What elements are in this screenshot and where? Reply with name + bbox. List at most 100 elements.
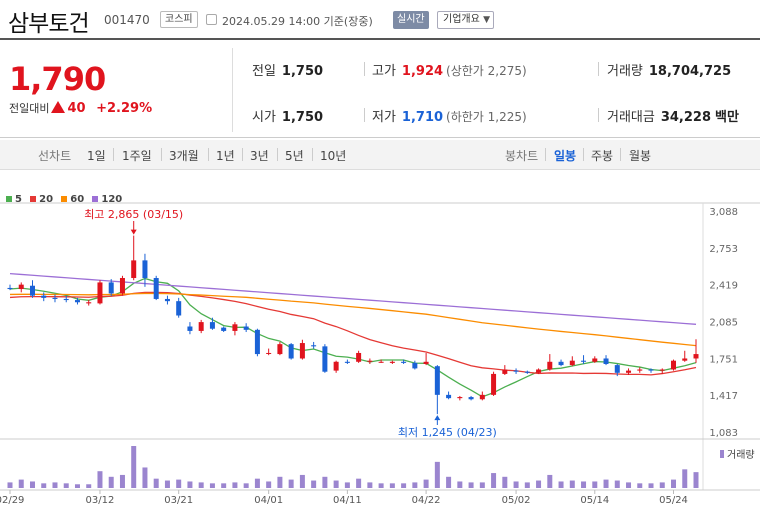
quote-timestamp: 2024.05.29 14:00 기준(장중) xyxy=(222,15,373,28)
volume-bar xyxy=(176,479,182,488)
candle-body xyxy=(7,287,13,290)
tab-3m[interactable]: 3개월 xyxy=(169,149,199,163)
volume-bar xyxy=(378,483,384,488)
candle-body xyxy=(153,278,159,299)
candle-body xyxy=(176,301,182,316)
volume-bar xyxy=(468,482,474,488)
volume-bar xyxy=(513,481,519,488)
candle-body xyxy=(659,369,665,371)
amount-label: 거래대금 xyxy=(607,110,655,125)
price-change: 전일대비 40 +2.29% xyxy=(9,100,152,116)
volume-bar xyxy=(434,461,440,488)
chart-period-tabs: 선차트 1일 1주일 3개월 1년 3년 5년 10년 봉차트 일봉 주봉 월봉 xyxy=(0,140,760,170)
x-tick-label: 03/12 xyxy=(86,495,115,506)
volume-legend-swatch xyxy=(720,450,724,458)
candle-body xyxy=(333,361,339,371)
volume-bar xyxy=(389,483,395,488)
high-price: 고가 1,924 (상한가 2,275) xyxy=(372,60,527,79)
volume: 거래량 18,704,725 xyxy=(607,60,731,79)
volume-bar xyxy=(333,480,339,488)
candle-chart-label: 봉차트 xyxy=(505,149,539,163)
candle-body xyxy=(356,352,362,362)
volume-bar xyxy=(479,482,485,488)
volume-bar xyxy=(142,467,148,488)
x-tick-label: 03/21 xyxy=(164,495,193,506)
high-annotation: 최고 2,865 (03/15) xyxy=(84,208,183,221)
candle-body xyxy=(547,361,553,370)
candle-body xyxy=(221,327,227,331)
realtime-button[interactable]: 실시간 xyxy=(393,11,429,29)
low-value: 1,710 xyxy=(401,110,444,125)
volume-bar xyxy=(547,474,553,488)
tab-monthly[interactable]: 월봉 xyxy=(629,149,652,163)
candle-body xyxy=(614,365,620,373)
current-price: 1,790 xyxy=(9,60,106,98)
candle-body xyxy=(648,369,654,371)
volume-bar xyxy=(131,446,137,488)
x-tick-label: 04/22 xyxy=(412,495,441,506)
candle-body xyxy=(513,370,519,372)
volume-bar xyxy=(187,481,193,488)
prev-close-label: 전일 xyxy=(252,64,276,79)
tab-daily[interactable]: 일봉 xyxy=(554,149,577,163)
tab-1w[interactable]: 1주일 xyxy=(122,149,152,163)
candle-body xyxy=(446,394,452,399)
open-label: 시가 xyxy=(252,110,276,125)
candle-body xyxy=(423,361,429,364)
volume-label: 거래량 xyxy=(607,64,643,79)
candle-body xyxy=(108,282,114,294)
divider xyxy=(232,48,233,132)
candle-body xyxy=(311,345,317,347)
y-tick-label: 2,419 xyxy=(709,281,738,292)
y-tick-label: 1,083 xyxy=(709,428,738,439)
volume-bar xyxy=(86,484,92,488)
candle-body xyxy=(693,354,699,359)
volume-bar xyxy=(288,479,294,488)
volume-bar xyxy=(232,482,238,488)
candle-body xyxy=(41,295,47,298)
volume-bar xyxy=(311,480,317,488)
candle-body xyxy=(569,360,575,366)
volume-bar xyxy=(108,476,114,488)
candle-body xyxy=(671,360,677,370)
candle-body xyxy=(52,297,58,299)
candle-body xyxy=(18,284,24,290)
candle-body xyxy=(299,343,305,359)
tab-1d[interactable]: 1일 xyxy=(87,149,106,163)
line-chart-label: 선차트 xyxy=(38,149,72,163)
candle-body xyxy=(29,285,35,296)
volume-bar xyxy=(603,479,609,488)
tab-10y[interactable]: 10년 xyxy=(320,149,347,163)
volume-bar xyxy=(614,480,620,488)
volume-bar xyxy=(7,482,13,488)
divider xyxy=(598,108,599,122)
candle-body xyxy=(209,322,215,329)
candle-body xyxy=(637,369,643,371)
x-tick-label: 04/11 xyxy=(333,495,362,506)
y-tick-label: 2,753 xyxy=(709,244,738,255)
tab-weekly[interactable]: 주봉 xyxy=(591,149,614,163)
legend-ma20: 20 xyxy=(30,194,53,205)
candle-body xyxy=(288,344,294,359)
legend-ma5: 5 xyxy=(6,194,22,205)
upper-limit: (상한가 2,275) xyxy=(446,64,527,78)
amount-value: 34,228 xyxy=(660,110,712,125)
corp-overview-dropdown[interactable]: 기업개요 ▼ xyxy=(437,11,494,29)
divider xyxy=(113,148,114,161)
volume-bar xyxy=(558,481,564,488)
volume-bar xyxy=(299,474,305,488)
volume-bar xyxy=(401,483,407,488)
candle-body xyxy=(131,260,137,279)
ma60-line xyxy=(9,292,697,347)
tab-5y[interactable]: 5년 xyxy=(285,149,304,163)
candle-body xyxy=(97,282,103,304)
tab-3y[interactable]: 3년 xyxy=(250,149,269,163)
tab-1y[interactable]: 1년 xyxy=(216,149,235,163)
ma120-line xyxy=(9,272,697,325)
high-arrow-icon xyxy=(130,229,137,235)
ma20-line xyxy=(9,291,697,376)
candle-body xyxy=(626,370,632,373)
volume-bar xyxy=(671,479,677,488)
candle-body xyxy=(232,324,238,331)
